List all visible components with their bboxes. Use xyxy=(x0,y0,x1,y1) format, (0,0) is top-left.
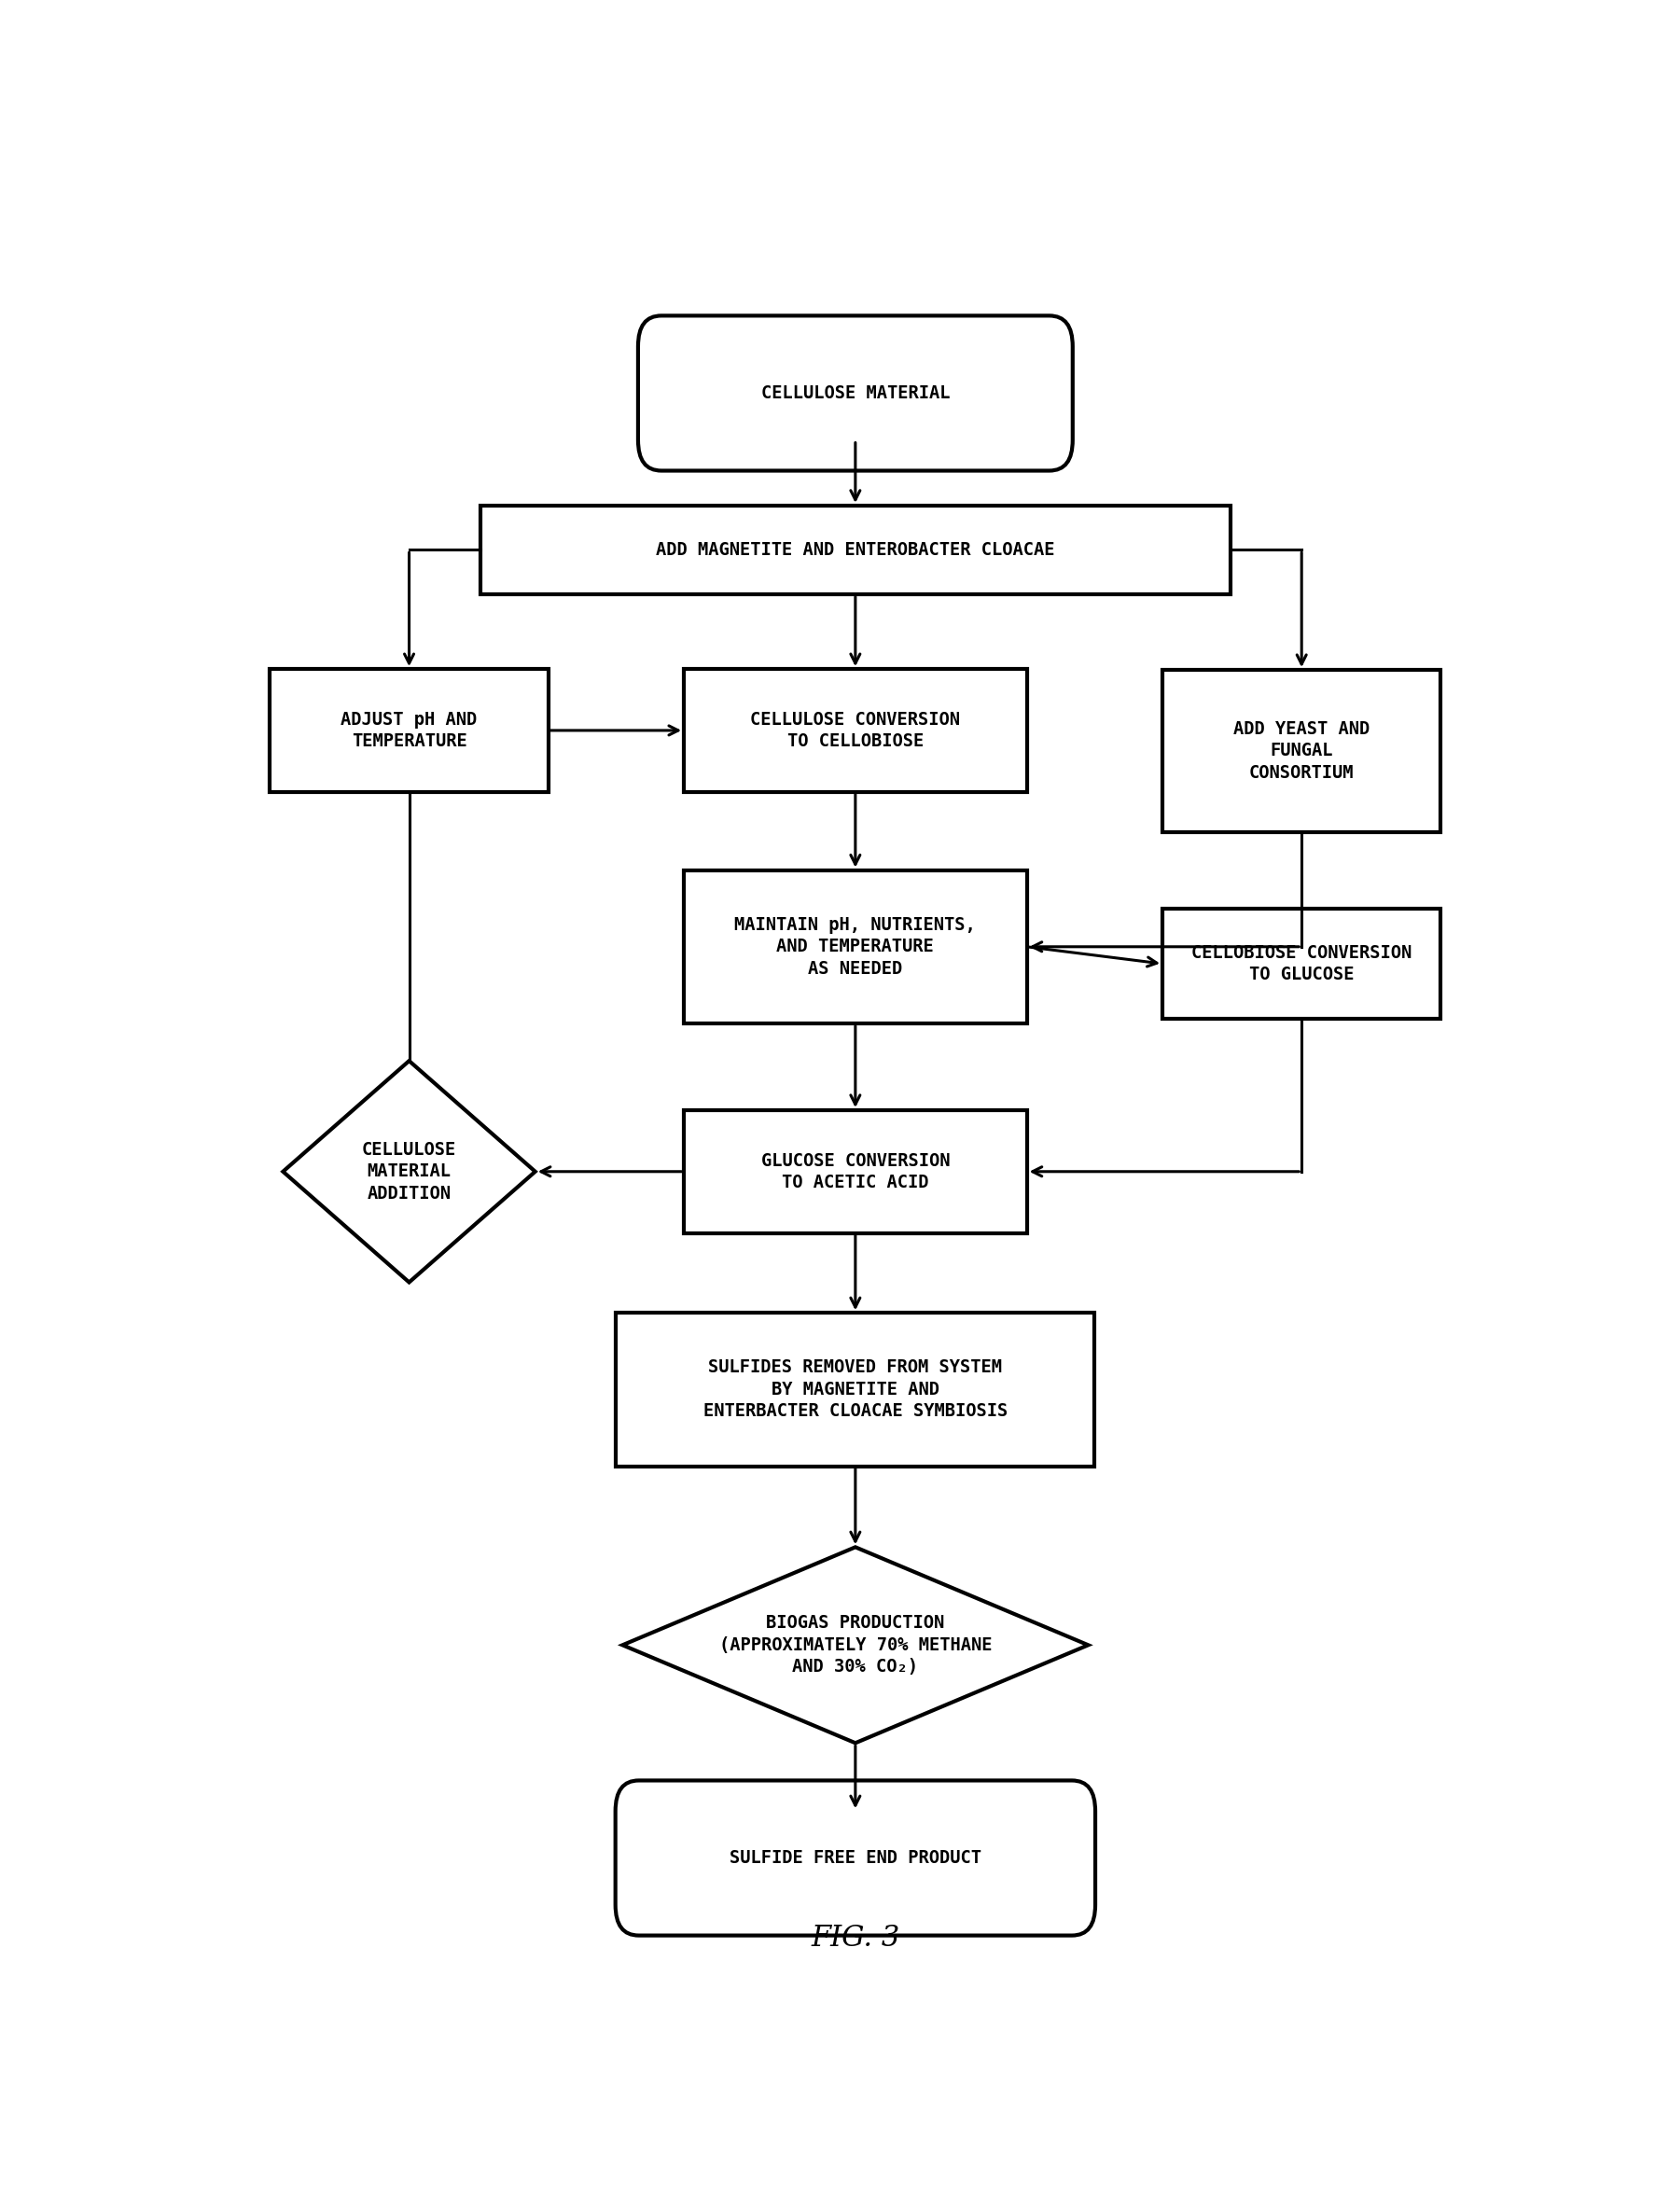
Text: ADD MAGNETITE AND ENTEROBACTER CLOACAE: ADD MAGNETITE AND ENTEROBACTER CLOACAE xyxy=(656,542,1055,560)
FancyBboxPatch shape xyxy=(638,316,1073,471)
Text: CELLOBIOSE CONVERSION
TO GLUCOSE: CELLOBIOSE CONVERSION TO GLUCOSE xyxy=(1192,945,1412,984)
Bar xyxy=(1163,909,1440,1020)
Bar xyxy=(616,1314,1095,1467)
Polygon shape xyxy=(623,1546,1088,1743)
Bar xyxy=(270,668,547,792)
Bar xyxy=(684,668,1026,792)
FancyBboxPatch shape xyxy=(616,1781,1095,1936)
Text: CELLULOSE
MATERIAL
ADDITION: CELLULOSE MATERIAL ADDITION xyxy=(362,1141,456,1203)
Bar xyxy=(684,1110,1026,1232)
Text: BIOGAS PRODUCTION
(APPROXIMATELY 70% METHANE
AND 30% CO₂): BIOGAS PRODUCTION (APPROXIMATELY 70% MET… xyxy=(719,1615,991,1677)
Polygon shape xyxy=(284,1062,536,1283)
Text: SULFIDES REMOVED FROM SYSTEM
BY MAGNETITE AND
ENTERBACTER CLOACAE SYMBIOSIS: SULFIDES REMOVED FROM SYSTEM BY MAGNETIT… xyxy=(703,1358,1008,1420)
Bar xyxy=(481,507,1230,595)
Text: SULFIDE FREE END PRODUCT: SULFIDE FREE END PRODUCT xyxy=(729,1849,981,1867)
Text: ADJUST pH AND
TEMPERATURE: ADJUST pH AND TEMPERATURE xyxy=(340,710,477,750)
Text: MAINTAIN pH, NUTRIENTS,
AND TEMPERATURE
AS NEEDED: MAINTAIN pH, NUTRIENTS, AND TEMPERATURE … xyxy=(734,916,976,978)
Text: CELLULOSE CONVERSION
TO CELLOBIOSE: CELLULOSE CONVERSION TO CELLOBIOSE xyxy=(751,710,960,750)
Text: FIG. 3: FIG. 3 xyxy=(811,1924,900,1953)
Bar xyxy=(684,869,1026,1024)
Text: GLUCOSE CONVERSION
TO ACETIC ACID: GLUCOSE CONVERSION TO ACETIC ACID xyxy=(761,1152,950,1192)
Text: ADD YEAST AND
FUNGAL
CONSORTIUM: ADD YEAST AND FUNGAL CONSORTIUM xyxy=(1233,721,1370,781)
Text: CELLULOSE MATERIAL: CELLULOSE MATERIAL xyxy=(761,385,950,403)
Bar xyxy=(1163,670,1440,832)
